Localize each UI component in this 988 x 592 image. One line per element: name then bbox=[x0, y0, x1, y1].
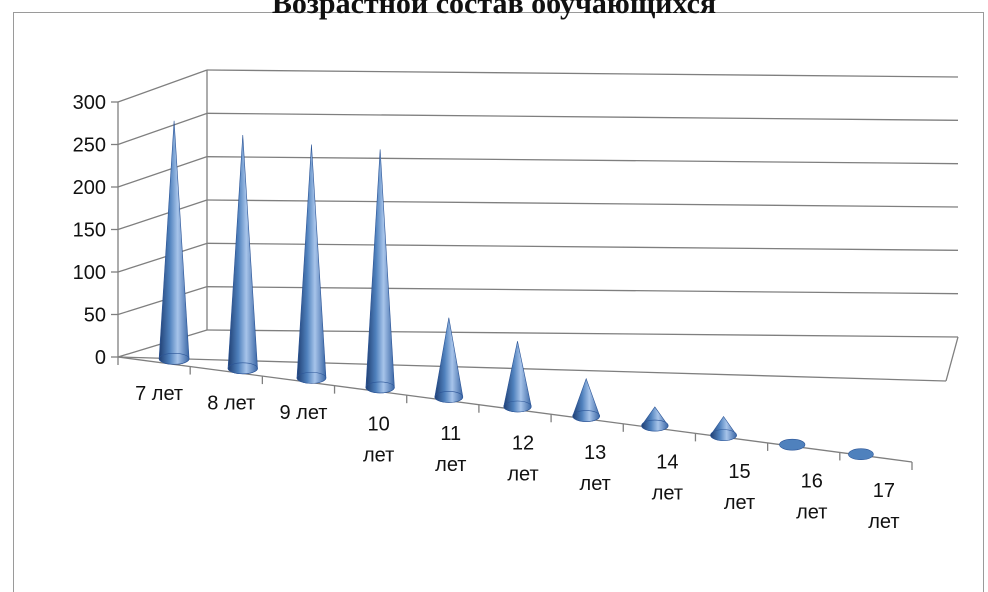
y-tick-label: 150 bbox=[73, 220, 106, 242]
x-category-label: 9 лет bbox=[279, 402, 327, 424]
cone-bar bbox=[641, 406, 669, 432]
cone-body bbox=[434, 317, 464, 403]
x-category-label: 12 лет bbox=[507, 433, 538, 486]
gridline-back bbox=[206, 69, 959, 78]
gridline-back bbox=[206, 112, 959, 121]
cone-bar bbox=[296, 144, 327, 384]
cone-bar bbox=[710, 415, 737, 441]
x-category-label: 17 лет bbox=[868, 480, 899, 533]
gridline-back bbox=[206, 156, 959, 165]
cone-base bbox=[779, 438, 806, 451]
cones bbox=[158, 120, 874, 461]
y-tick-label: 300 bbox=[73, 92, 106, 114]
cone-base bbox=[296, 372, 327, 384]
cone-base bbox=[503, 400, 532, 413]
cone-bar bbox=[848, 448, 874, 461]
x-category-label: 13 лет bbox=[580, 442, 611, 495]
cone-body bbox=[227, 134, 258, 375]
floor-right-edge bbox=[945, 336, 959, 382]
x-category-label: 8 лет bbox=[207, 392, 255, 414]
y-tick-label: 0 bbox=[95, 347, 106, 369]
x-category-label: 10 лет bbox=[363, 413, 394, 466]
cone-bar bbox=[434, 317, 464, 403]
gridline-back bbox=[206, 199, 959, 208]
x-category-label: 15 лет bbox=[724, 461, 755, 514]
gridline-side bbox=[117, 69, 208, 103]
gridline-back bbox=[206, 286, 959, 295]
x-category-label: 7 лет bbox=[135, 383, 183, 405]
cone-base bbox=[848, 448, 874, 461]
axis-labels: 0 50 100 150 200 250 300 7 лет 8 лет 9 лет 10 лет 11… bbox=[73, 92, 900, 533]
cone-base bbox=[641, 419, 669, 432]
cone-base bbox=[434, 391, 464, 403]
x-category-label: 11 лет bbox=[435, 423, 466, 476]
cone-base bbox=[572, 410, 600, 422]
y-tick-label: 200 bbox=[73, 177, 106, 199]
gridline-side bbox=[117, 242, 208, 273]
cone-bar bbox=[227, 134, 258, 375]
gridline-side bbox=[117, 112, 208, 146]
gridlines bbox=[117, 69, 959, 358]
x-category-label: 16 лет bbox=[796, 471, 827, 524]
x-category-label: 14 лет bbox=[652, 452, 683, 505]
cone-bar bbox=[779, 438, 806, 451]
cone-bar bbox=[572, 377, 600, 422]
gridline-back bbox=[206, 242, 959, 251]
cone-base bbox=[158, 352, 190, 365]
gridline-back bbox=[206, 329, 959, 338]
cone-body bbox=[158, 120, 190, 365]
chart-title: Возрастной состав обучающихся bbox=[271, 0, 717, 20]
y-tick-label: 250 bbox=[73, 135, 106, 157]
gridline-side bbox=[117, 156, 208, 188]
cone-base bbox=[710, 429, 737, 441]
cone-base bbox=[227, 362, 258, 375]
cone-bar bbox=[158, 120, 190, 365]
y-tick-label: 50 bbox=[84, 305, 106, 327]
cone-body bbox=[296, 144, 327, 384]
cone-bar bbox=[503, 341, 532, 413]
cone-bar bbox=[365, 149, 395, 394]
cone-base bbox=[365, 381, 395, 394]
cone-body bbox=[365, 149, 395, 394]
gridline-side bbox=[117, 199, 208, 231]
y-tick-label: 100 bbox=[73, 262, 106, 284]
